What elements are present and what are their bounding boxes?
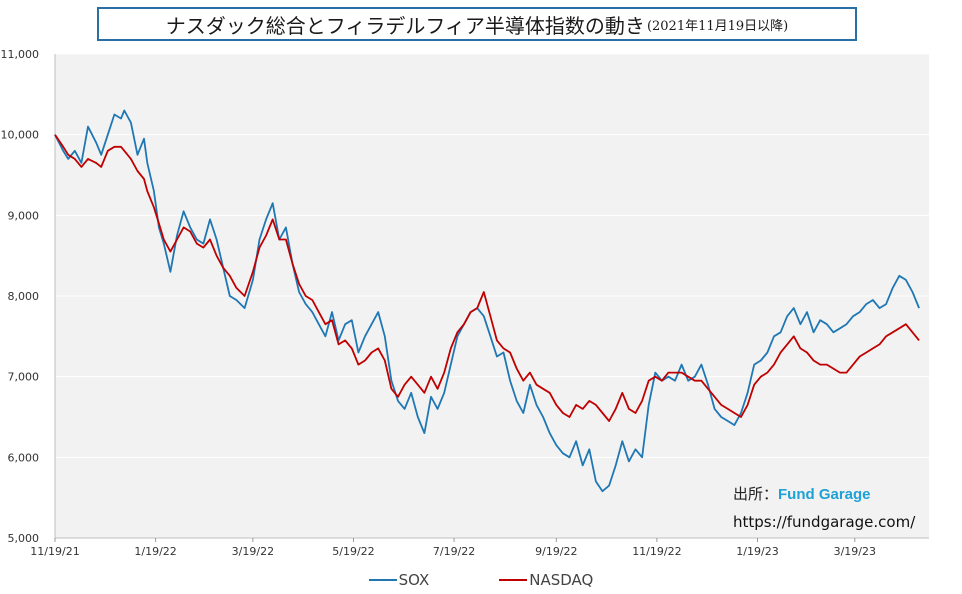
series-lines [54,109,920,493]
legend-label-sox: SOX [398,571,430,589]
legend-label-nasdaq: NASDAQ [529,571,594,589]
x-tick-label: 11/19/21 [30,545,79,558]
source-label: 出所： [733,485,779,503]
chart-title-box: ナスダック総合とフィラデルフィア半導体指数の動き (2021年11月19日以降) [97,7,857,41]
x-tick-label: 1/19/23 [736,545,778,558]
legend-swatch-sox [368,579,397,581]
source-credit: 出所：Fund Garage [733,483,871,504]
series-line-nasdaq [54,134,920,422]
legend-swatch-nasdaq [499,579,528,581]
x-tick-label: 1/19/22 [134,545,176,558]
legend: SOX NASDAQ [0,570,962,590]
series-line-sox [54,109,920,493]
y-tick-label: 11,000 [1,48,40,61]
gridlines [54,53,929,539]
y-tick-label: 6,000 [8,451,40,464]
x-tick-label: 9/19/22 [535,545,577,558]
x-tick-label: 11/19/22 [632,545,681,558]
chart-subtitle: (2021年11月19日以降) [646,18,789,34]
source-brand: Fund Garage [778,486,871,503]
x-tick-label: 5/19/22 [332,545,374,558]
source-url: https://fundgarage.com/ [733,513,916,531]
legend-item-sox: SOX [368,571,430,589]
x-tick-label: 7/19/22 [433,545,475,558]
y-tick-label: 8,000 [8,290,40,303]
y-axis-ticks: 5,000 6,000 7,000 8,000 9,000 10,000 11,000 [1,48,40,545]
chart-title: ナスダック総合とフィラデルフィア半導体指数の動き [165,13,645,38]
x-axis-ticks: 11/19/21 1/19/22 3/19/22 5/19/22 7/19/22 9/19… [30,538,876,558]
y-tick-label: 10,000 [1,129,40,142]
x-tick-label: 3/19/23 [834,545,876,558]
y-tick-label: 7,000 [8,371,40,384]
x-tick-label: 3/19/22 [232,545,274,558]
y-tick-label: 9,000 [8,209,40,222]
legend-item-nasdaq: NASDAQ [499,571,593,589]
y-tick-label: 5,000 [8,532,40,545]
